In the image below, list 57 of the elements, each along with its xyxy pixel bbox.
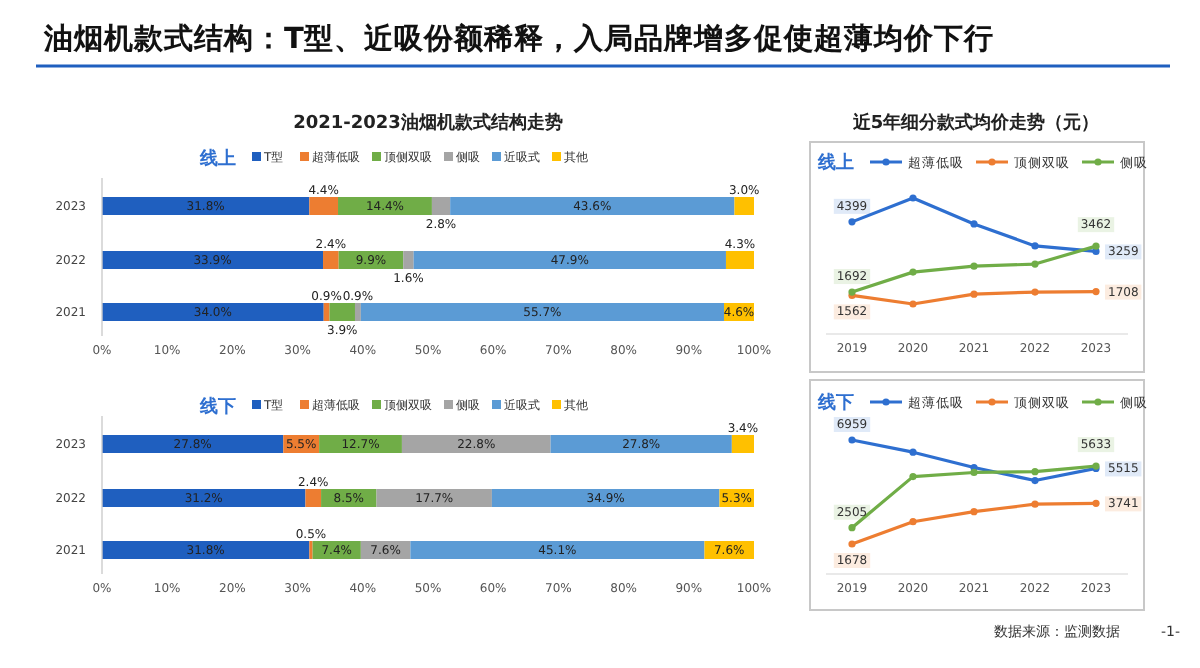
bar — [354, 303, 361, 321]
bar — [305, 489, 322, 507]
point — [909, 194, 917, 202]
bar — [102, 541, 310, 559]
bar — [401, 435, 551, 453]
point — [909, 268, 917, 276]
bar — [550, 435, 732, 453]
point — [970, 468, 978, 477]
point — [909, 518, 917, 526]
bar — [329, 303, 355, 321]
bar — [403, 251, 414, 269]
legend-title: 线上 — [816, 152, 854, 174]
point — [1031, 468, 1039, 476]
bar — [323, 251, 339, 269]
bar — [491, 489, 720, 507]
bar — [450, 197, 735, 215]
point — [970, 220, 978, 228]
point — [1031, 242, 1039, 250]
point — [1092, 499, 1100, 507]
legend-title: 线上 — [198, 148, 236, 170]
legend-title: 线下 — [816, 392, 854, 414]
point — [848, 218, 856, 226]
bar — [102, 303, 324, 321]
point — [1092, 242, 1100, 250]
bar — [309, 197, 339, 215]
bar — [413, 251, 726, 269]
bar — [323, 303, 330, 321]
point — [909, 300, 917, 308]
bar — [734, 197, 754, 215]
bar — [410, 541, 705, 559]
bar — [725, 251, 754, 269]
point — [909, 448, 917, 456]
point — [970, 290, 978, 298]
chart-title: 近5年细分款式均价走势（元） — [850, 112, 1100, 134]
point — [848, 524, 856, 532]
bar — [731, 435, 754, 453]
bar — [338, 197, 432, 215]
bar — [360, 303, 725, 321]
chart-subtitle: 2021-2023油烟机款式结构走势 — [293, 112, 563, 134]
bar — [376, 489, 492, 507]
point — [1031, 500, 1039, 508]
legend-title: 线下 — [198, 396, 236, 418]
bar — [102, 489, 306, 507]
bar — [102, 251, 324, 269]
point — [1031, 260, 1039, 268]
bar — [431, 197, 451, 215]
point — [848, 436, 856, 444]
point — [1031, 288, 1039, 296]
point — [848, 540, 856, 548]
point — [909, 473, 917, 481]
point — [1031, 476, 1039, 485]
point — [970, 508, 978, 516]
point — [1092, 288, 1100, 296]
bar — [102, 435, 284, 453]
bar — [102, 197, 310, 215]
chart-title: 油烟机款式结构：T型、近吸份额稀释，入局品牌增多促使超薄均价下行 — [42, 20, 994, 56]
point — [970, 262, 978, 270]
